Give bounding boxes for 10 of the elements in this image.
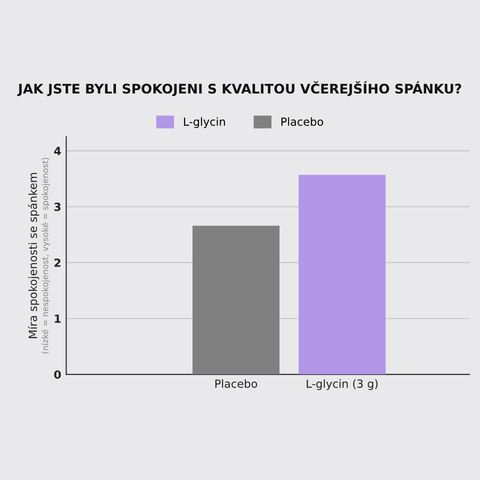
y-tick-label: 3 [54, 202, 60, 212]
x-tick-label: L-glycin (3 g) [306, 379, 378, 390]
legend-label: Placebo [281, 117, 324, 126]
y-tick-label: 2 [54, 258, 60, 267]
y-tick-label: 1 [54, 314, 61, 323]
y-tick-label: 4 [54, 146, 61, 155]
chart-title: JAK JSTE BYLI SPOKOJENI S KVALITOU VČEREJŠÍHO SPÁNKU? [17, 81, 462, 96]
y-tick-label: 0 [54, 370, 61, 379]
legend-label: L-glycin [184, 117, 225, 128]
y-axis-title: Míra spokojenosti se spánkem (nízké = nespokojenost, vysoké = spokojenost) [28, 158, 50, 354]
